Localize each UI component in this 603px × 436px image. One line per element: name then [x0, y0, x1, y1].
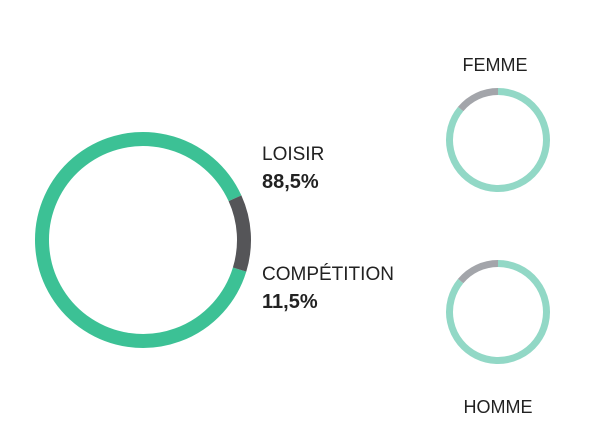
- legend-loisir-label: LOISIR: [262, 144, 324, 165]
- femme-label: FEMME: [463, 55, 528, 75]
- legend-competition-label: COMPÉTITION: [262, 264, 394, 285]
- main-slice-loisir: [35, 132, 247, 348]
- legend-competition-value: 11,5%: [262, 291, 318, 313]
- femme-slice-loisir: [446, 88, 550, 192]
- femme-slice-competition: [457, 88, 499, 112]
- femme-donut-chart: [446, 88, 550, 192]
- main-slice-competition: [228, 195, 251, 272]
- homme-slice-competition: [457, 260, 499, 284]
- main-donut-chart: [35, 132, 251, 348]
- homme-label: HOMME: [464, 397, 533, 417]
- homme-donut-chart: [446, 260, 550, 364]
- legend-loisir-value: 88,5%: [262, 171, 319, 193]
- homme-slice-loisir: [446, 260, 550, 364]
